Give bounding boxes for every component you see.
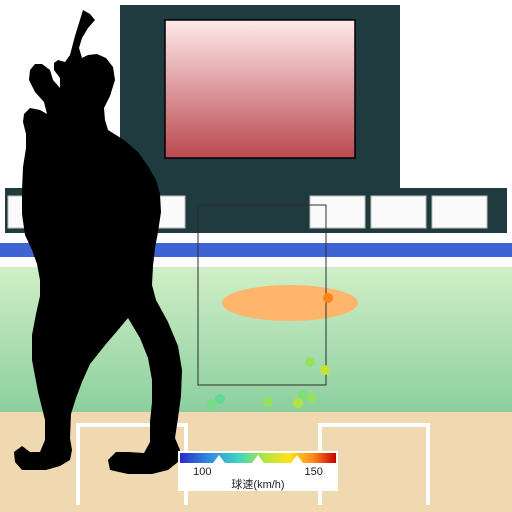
seat-block	[432, 196, 487, 228]
colorbar-tick-label: 150	[305, 466, 323, 478]
pitch-marker	[207, 399, 217, 409]
colorbar-tick-label: 100	[193, 466, 211, 478]
seat-block	[310, 196, 365, 228]
pitch-marker	[305, 357, 315, 367]
pitch-marker	[320, 365, 330, 375]
pitch-marker	[293, 398, 303, 408]
colorbar-axis-label: 球速(km/h)	[231, 477, 284, 491]
pitch-marker	[307, 393, 317, 403]
pitchers-mound	[222, 285, 358, 321]
pitch-marker	[263, 397, 273, 407]
pitch-location-chart: 100 150 球速(km/h)	[0, 0, 512, 512]
seat-block	[371, 196, 426, 228]
scoreboard-screen	[165, 20, 355, 158]
pitch-marker	[323, 293, 333, 303]
